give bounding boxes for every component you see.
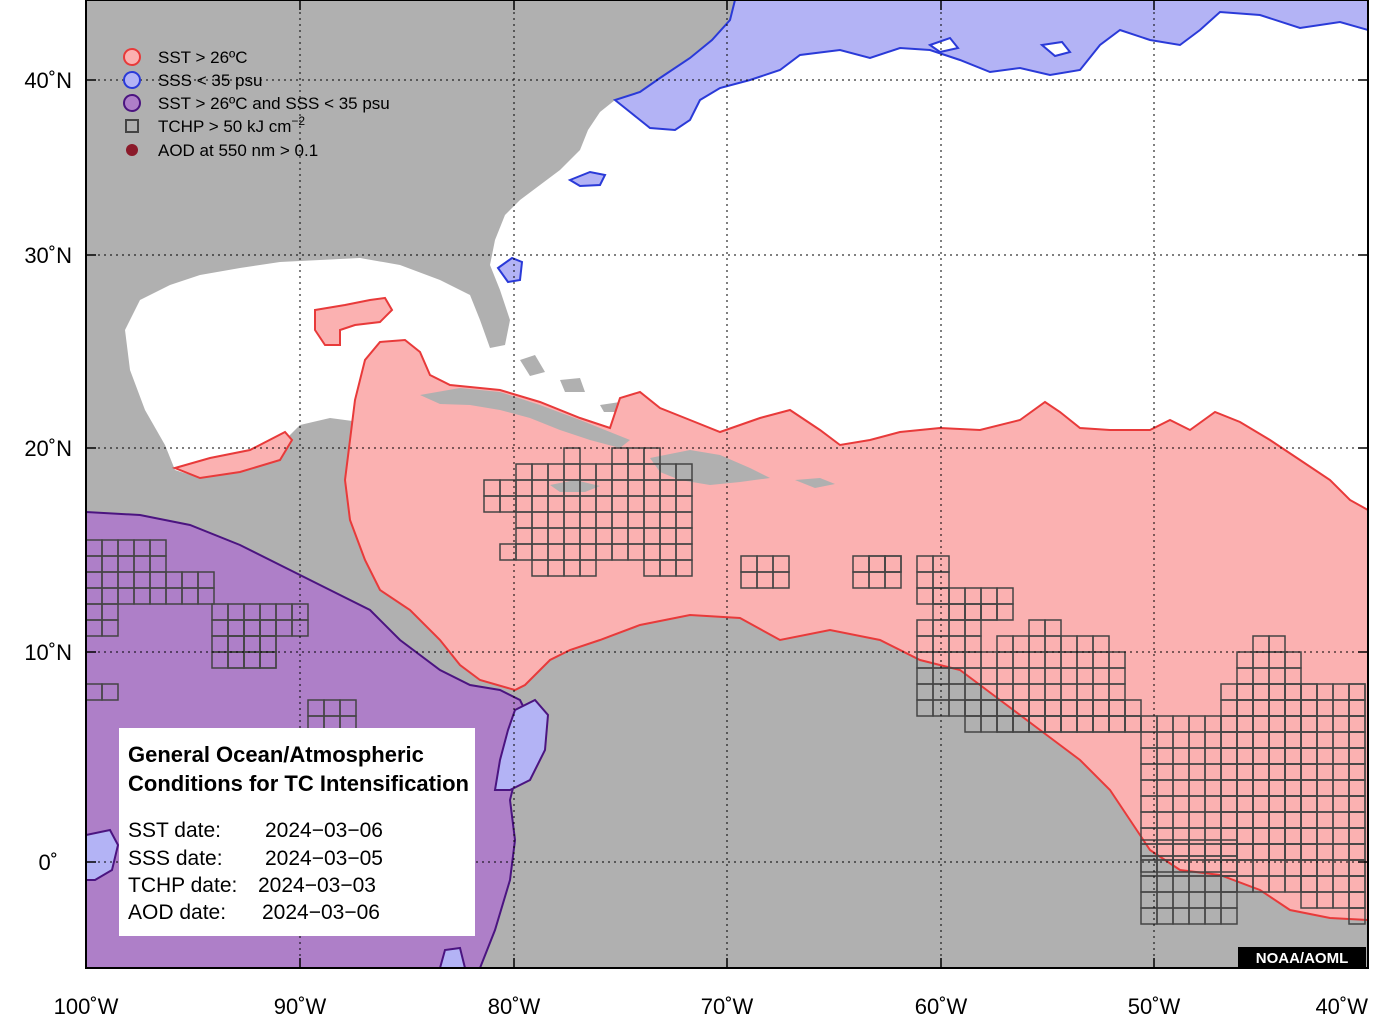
tchp-cell: [101, 619, 119, 637]
dark-red-dot-icon: [126, 144, 138, 156]
carolina-sss-patch-2: [567, 170, 607, 188]
tchp-date-label: TCHP date:: [128, 874, 237, 897]
info-title-line1: General Ocean/Atmospheric: [128, 742, 424, 767]
panama-bight-sss-region: [493, 698, 550, 791]
legend-label: TCHP > 50 kJ cm−2: [158, 114, 305, 136]
x-tick-label: 80˚W: [488, 994, 541, 1019]
y-tick-label: 40˚N: [24, 68, 72, 93]
sss-date-value: 2024−03−05: [265, 847, 383, 870]
tchp-cell: [1044, 619, 1062, 637]
tchp-cell: [101, 683, 119, 701]
y-tick-label: 20˚N: [24, 436, 72, 461]
puerto-rico-land-top: [795, 478, 835, 488]
yucatan-sst-patch: [171, 430, 294, 480]
tchp-cell: [1268, 635, 1286, 653]
north-atlantic-sss-region: [612, 0, 1368, 132]
x-tick-label: 60˚W: [915, 994, 968, 1019]
y-tick-label: 30˚N: [24, 243, 72, 268]
gulf-sst-patch: [314, 296, 394, 346]
south-america-land: [480, 615, 1368, 968]
sss-date-label: SSS date:: [128, 847, 223, 870]
sst-date-label: SST date:: [128, 819, 221, 842]
axis-ticks: [86, 0, 1368, 968]
pacific-sss-region-small: [86, 828, 120, 881]
tchp-cell: [772, 571, 790, 589]
pacific-sss-region-bottom: [438, 946, 467, 968]
atlantic-sst-region: [343, 338, 1368, 922]
credit-label: NOAA/AOML: [1256, 950, 1349, 967]
legend-label: SSS < 35 psu: [158, 71, 262, 90]
tchp-cell: [884, 555, 902, 573]
tchp-cell: [1348, 907, 1366, 925]
carolina-sss-patch: [496, 256, 524, 284]
tchp-grid-caribbean: [86, 447, 1366, 925]
sst-date-value: 2024−03−06: [265, 819, 383, 842]
x-tick-label: 50˚W: [1128, 994, 1181, 1019]
y-tick-label: 10˚N: [24, 640, 72, 665]
legend-superscript: −2: [291, 114, 305, 128]
purple-circle-icon: [123, 94, 141, 112]
north-america-land: [86, 0, 1368, 968]
tchp-cell: [675, 559, 693, 577]
jamaica-land-top: [550, 480, 600, 492]
x-tick-label: 70˚W: [701, 994, 754, 1019]
info-title-line2: Conditions for TC Intensification: [128, 771, 469, 796]
bahamas-land: [520, 355, 622, 412]
hispaniola-land-top: [650, 450, 770, 485]
sss-island-patch-2: [927, 36, 960, 54]
x-tick-label: 100˚W: [54, 994, 119, 1019]
tchp-cell: [197, 587, 215, 605]
aod-date-value: 2024−03−06: [262, 901, 380, 924]
legend-label: SST > 26ºC: [158, 48, 248, 67]
blue-circle-icon: [123, 71, 141, 89]
legend-label: AOD at 550 nm > 0.1: [158, 141, 318, 160]
red-circle-icon: [123, 48, 141, 66]
cuba-land-top: [420, 388, 630, 448]
tchp-cell: [579, 559, 597, 577]
tchp-cell: [1220, 907, 1238, 925]
tchp-date-value: 2024−03−03: [258, 874, 376, 897]
tchp-cell: [980, 603, 998, 621]
square-outline-icon: [125, 119, 139, 133]
info-box-background: [119, 728, 475, 936]
sss-island-patch-1: [1039, 40, 1072, 58]
x-tick-label: 90˚W: [274, 994, 327, 1019]
tchp-cell: [1220, 855, 1238, 873]
legend-label: SST > 26ºC and SSS < 35 psu: [158, 94, 390, 113]
tchp-cell: [675, 463, 693, 481]
y-tick-label: 0˚: [38, 850, 58, 875]
aod-date-label: AOD date:: [128, 901, 226, 924]
legend: SST > 26ºC SSS < 35 psu SST > 26ºC and S…: [123, 48, 390, 160]
graticule: [86, 0, 1368, 968]
info-box: General Ocean/Atmospheric Conditions for…: [119, 728, 475, 936]
x-tick-label: 40˚W: [1315, 994, 1368, 1019]
credit-background: [1238, 947, 1366, 968]
